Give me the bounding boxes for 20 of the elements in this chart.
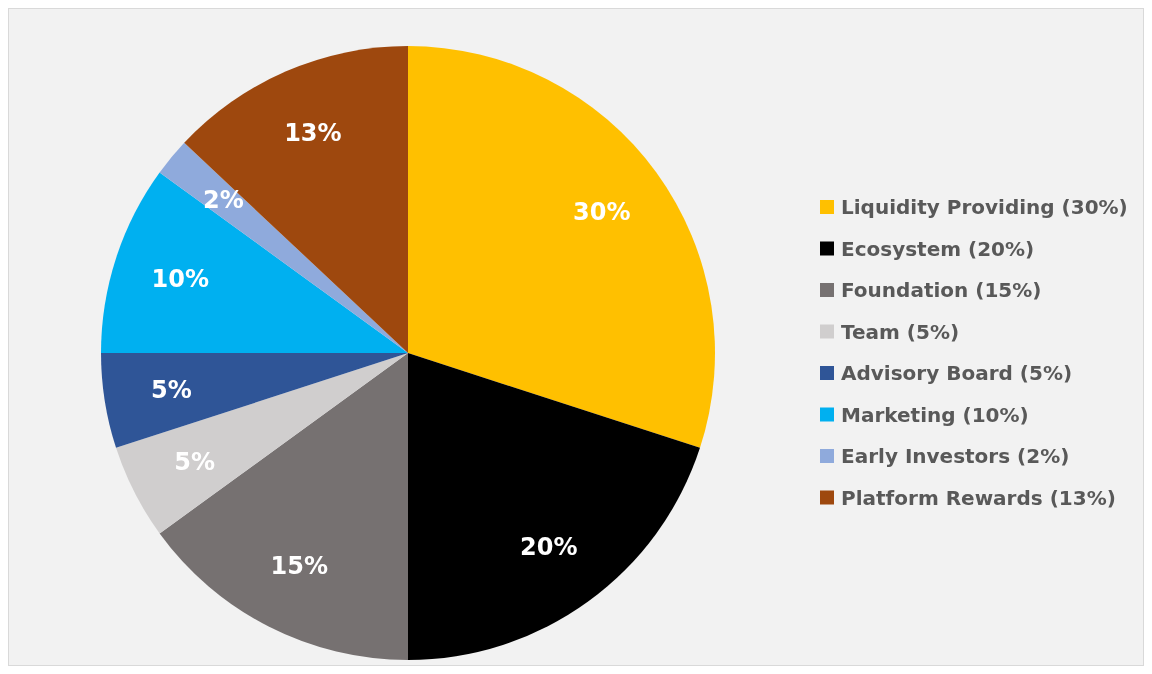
- data-label: 13%: [284, 119, 342, 148]
- data-label: 30%: [573, 198, 631, 227]
- pie-slice: [408, 46, 715, 448]
- data-label: 15%: [270, 552, 329, 581]
- legend-label: Team (5%): [841, 319, 960, 344]
- legend-label: Foundation (15%): [841, 278, 1042, 302]
- legend-label: Early Investors (2%): [841, 444, 1070, 468]
- legend-label: Platform Rewards (13%): [841, 485, 1116, 510]
- data-label: 20%: [520, 532, 578, 561]
- legend-label: Advisory Board (5%): [841, 361, 1073, 385]
- legend-label: Marketing (10%): [841, 402, 1029, 427]
- pie-slice: [116, 353, 408, 534]
- data-label: 5%: [151, 376, 192, 405]
- legend-label: Liquidity Providing (30%): [841, 195, 1128, 219]
- data-label: 2%: [203, 186, 244, 215]
- pie-slice: [101, 172, 408, 353]
- pie-slice: [101, 353, 408, 448]
- legend-label: Ecosystem (20%): [841, 236, 1035, 261]
- data-label: 10%: [151, 265, 209, 293]
- pie-slice: [408, 353, 700, 660]
